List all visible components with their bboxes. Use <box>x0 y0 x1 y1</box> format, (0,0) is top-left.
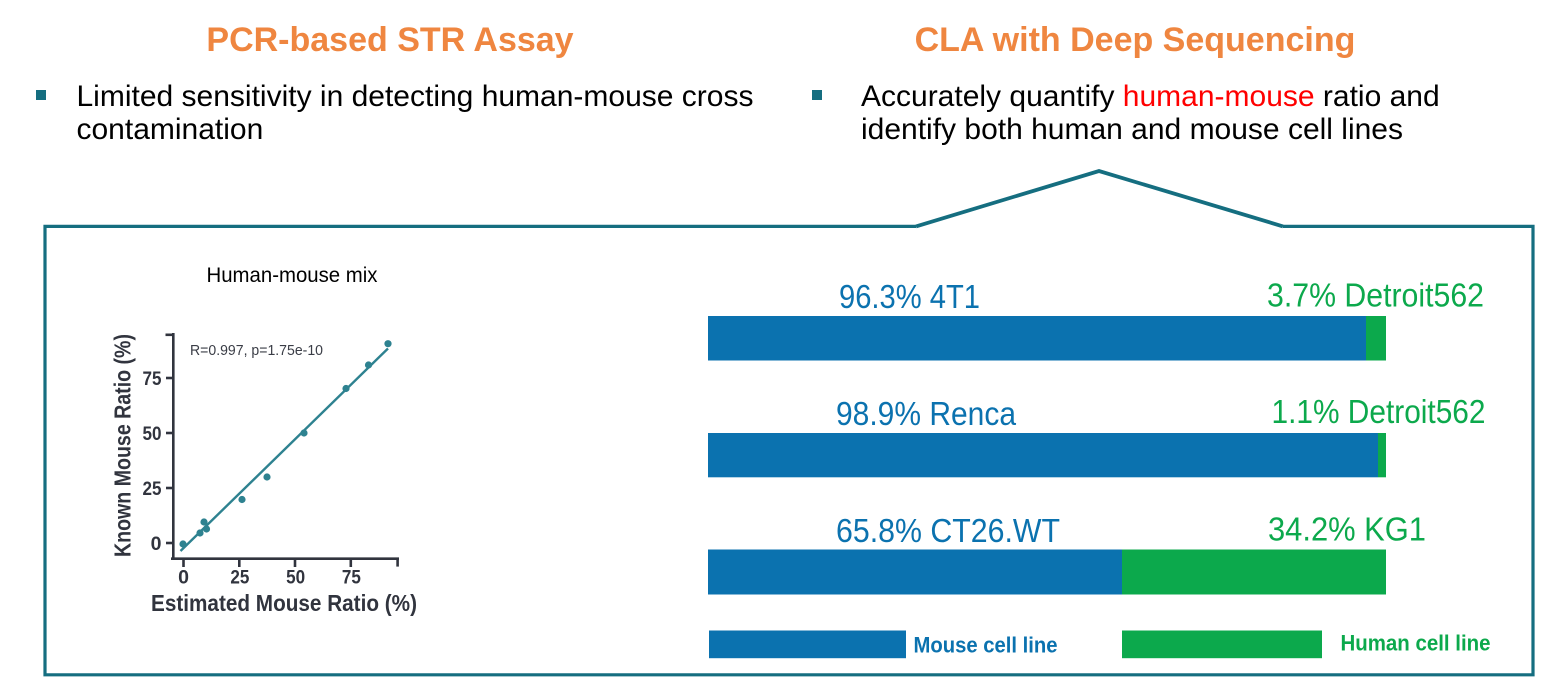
svg-text:Known Mouse Ratio (%): Known Mouse Ratio (%) <box>110 334 136 557</box>
svg-text:3.7% Detroit562: 3.7% Detroit562 <box>1267 277 1484 314</box>
svg-text:65.8% CT26.WT: 65.8% CT26.WT <box>836 512 1060 549</box>
svg-text:75: 75 <box>143 368 162 390</box>
svg-text:0: 0 <box>151 533 162 555</box>
svg-text:1.1% Detroit562: 1.1% Detroit562 <box>1272 393 1486 430</box>
svg-text:R=0.997, p=1.75e-10: R=0.997, p=1.75e-10 <box>190 343 323 359</box>
svg-text:0: 0 <box>178 567 189 589</box>
svg-text:Estimated Mouse Ratio (%): Estimated Mouse Ratio (%) <box>151 590 417 616</box>
svg-text:Human-mouse mix: Human-mouse mix <box>207 264 378 287</box>
svg-text:96.3% 4T1: 96.3% 4T1 <box>839 278 980 315</box>
svg-text:98.9% Renca: 98.9% Renca <box>836 395 1017 432</box>
svg-text:50: 50 <box>286 567 305 589</box>
svg-text:Mouse cell line: Mouse cell line <box>914 632 1058 657</box>
svg-text:50: 50 <box>143 423 162 445</box>
svg-text:Human cell line: Human cell line <box>1341 630 1491 655</box>
svg-text:75: 75 <box>342 567 361 589</box>
svg-text:25: 25 <box>143 478 162 500</box>
svg-text:25: 25 <box>230 567 249 589</box>
svg-text:34.2% KG1: 34.2% KG1 <box>1268 511 1426 548</box>
